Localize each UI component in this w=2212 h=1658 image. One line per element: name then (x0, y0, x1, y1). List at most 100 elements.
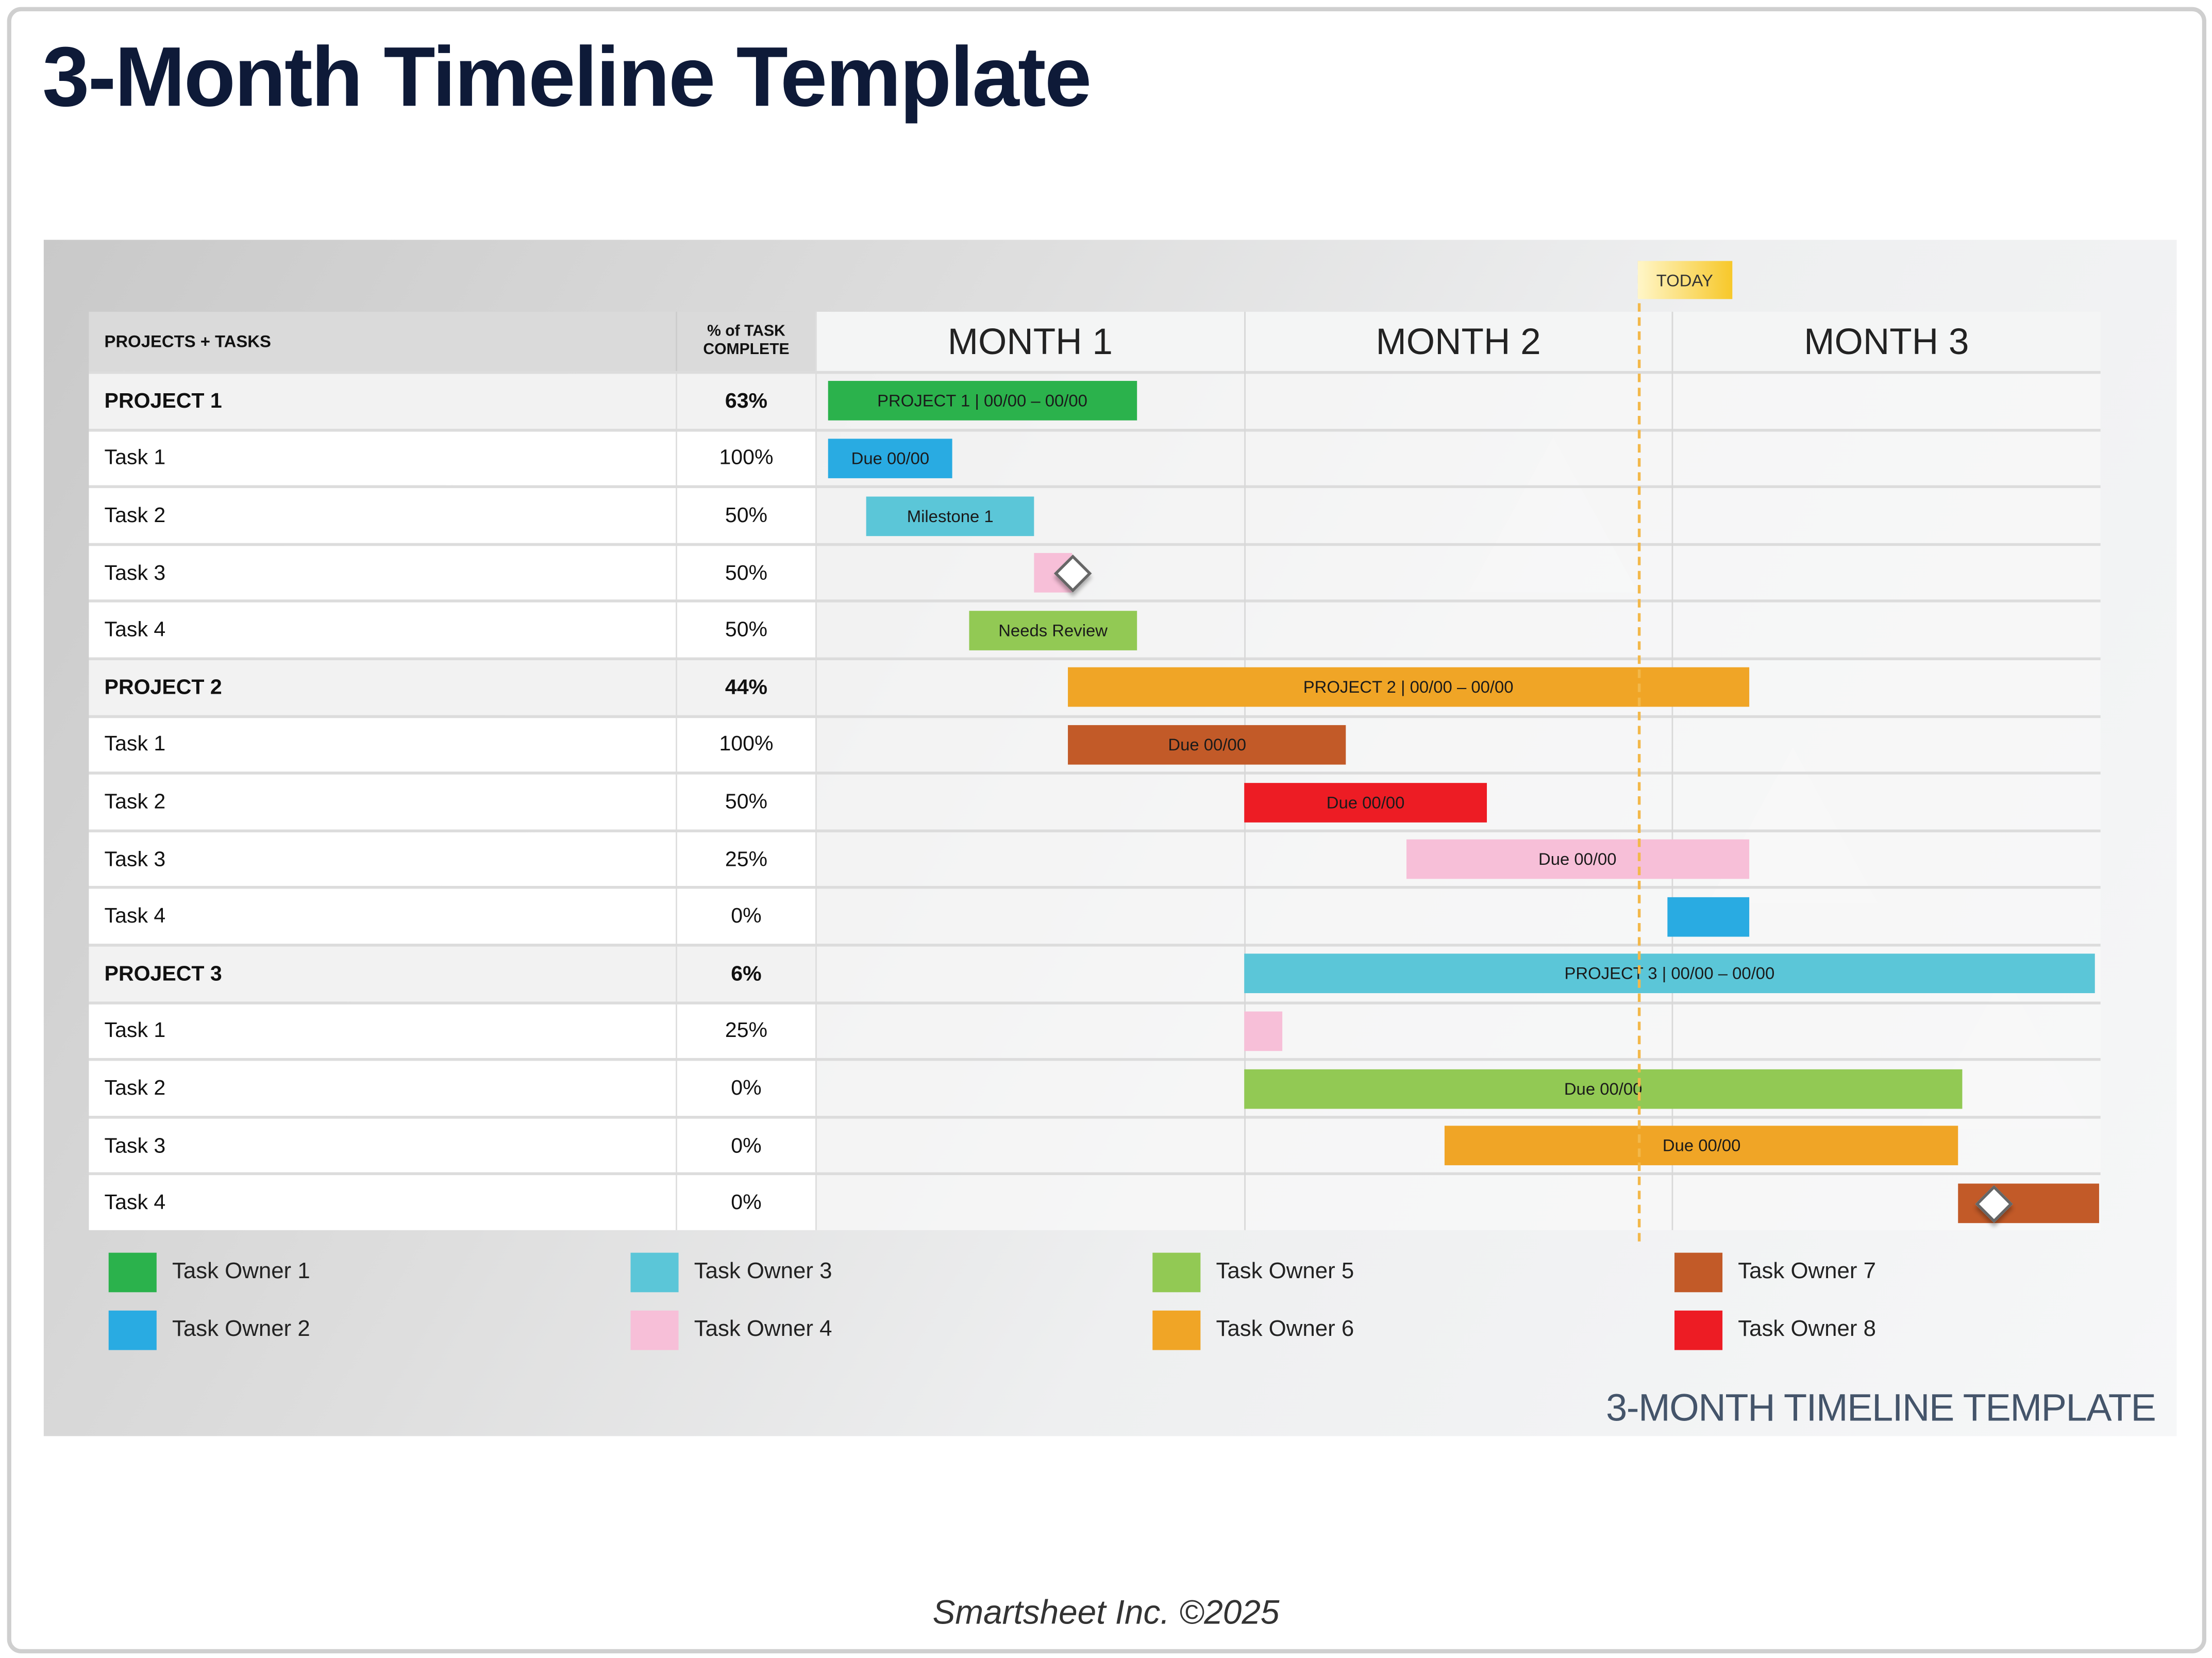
task-row: Task 1 25% (89, 1001, 2101, 1059)
legend-item: Task Owner 1 (108, 1252, 310, 1293)
gantt-bar-label: Milestone 1 (907, 506, 994, 526)
row-name: Task 2 (89, 488, 676, 543)
header-month-3: MONTH 3 (1671, 311, 2100, 371)
row-pct-complete: 25% (676, 832, 816, 887)
row-timeline (815, 431, 2101, 486)
footer-title: 3-MONTH TIMELINE TEMPLATE (1606, 1386, 2156, 1429)
task-row: Task 2 50% (89, 485, 2101, 543)
row-pct-complete: 0% (676, 1176, 816, 1230)
gantt-bar[interactable]: Due 00/00 (1406, 839, 1749, 879)
row-pct-complete: 50% (676, 488, 816, 543)
row-pct-complete: 25% (676, 1003, 816, 1059)
legend-swatch (1152, 1310, 1201, 1350)
row-name: Task 2 (89, 775, 676, 829)
legend-item: Task Owner 3 (630, 1252, 832, 1293)
row-name: Task 4 (89, 889, 676, 944)
row-name: Task 1 (89, 717, 676, 772)
gantt-bar-label: Due 00/00 (1564, 1078, 1643, 1098)
row-pct-complete: 0% (676, 1118, 816, 1173)
legend-swatch (108, 1310, 157, 1350)
gantt-bar-label: Due 00/00 (1326, 792, 1405, 812)
today-marker-line (1637, 261, 1640, 1242)
gantt-bar-label: Needs Review (998, 620, 1108, 640)
task-row: Task 4 0% (89, 1173, 2101, 1230)
header-month-2: MONTH 2 (1243, 311, 1672, 371)
row-name: PROJECT 3 (89, 946, 676, 1001)
task-row: Task 3 50% (89, 543, 2101, 600)
task-row: Task 1 100% (89, 714, 2101, 772)
gantt-bar[interactable] (1243, 1011, 1282, 1051)
gantt-bar[interactable]: PROJECT 3 | 00/00 – 00/00 (1243, 954, 2096, 994)
legend-label: Task Owner 4 (694, 1317, 832, 1342)
legend-item: Task Owner 5 (1152, 1252, 1354, 1293)
legend-label: Task Owner 3 (694, 1260, 832, 1284)
legend-swatch (1674, 1252, 1723, 1293)
gantt-bar[interactable]: Due 00/00 (1445, 1126, 1959, 1166)
legend-swatch (1674, 1310, 1723, 1350)
row-timeline (815, 1176, 2101, 1230)
legend-label: Task Owner 6 (1216, 1317, 1354, 1342)
row-pct-complete: 6% (676, 946, 816, 1001)
today-label: TODAY (1637, 261, 1732, 299)
legend-swatch (630, 1252, 679, 1293)
gantt-bar-label: PROJECT 3 | 00/00 – 00/00 (1564, 964, 1775, 984)
row-pct-complete: 63% (676, 374, 816, 428)
gantt-bar-label: PROJECT 1 | 00/00 – 00/00 (877, 391, 1087, 411)
header-pct-complete: % of TASK COMPLETE (676, 311, 816, 371)
gantt-bar[interactable]: Milestone 1 (866, 496, 1034, 535)
row-timeline (815, 889, 2101, 944)
row-timeline (815, 1003, 2101, 1059)
gantt-bar[interactable]: Due 00/00 (1243, 1068, 1963, 1109)
legend-label: Task Owner 8 (1738, 1317, 1876, 1342)
row-pct-complete: 0% (676, 889, 816, 944)
legend-label: Task Owner 2 (172, 1317, 310, 1342)
legend-item: Task Owner 4 (630, 1310, 832, 1350)
row-name: PROJECT 2 (89, 660, 676, 715)
legend-swatch (630, 1310, 679, 1350)
credit-text: Smartsheet Inc. ©2025 (932, 1594, 1280, 1632)
row-pct-complete: 50% (676, 545, 816, 600)
header-projects-tasks: PROJECTS + TASKS (89, 311, 676, 371)
task-row: Task 2 50% (89, 772, 2101, 829)
row-name: Task 3 (89, 1118, 676, 1173)
gantt-bar-label: Due 00/00 (1538, 849, 1617, 869)
gantt-bar[interactable]: PROJECT 2 | 00/00 – 00/00 (1068, 667, 1749, 708)
gantt-bar[interactable]: PROJECT 1 | 00/00 – 00/00 (828, 381, 1137, 421)
row-name: Task 4 (89, 1176, 676, 1230)
row-name: Task 4 (89, 602, 676, 658)
row-pct-complete: 100% (676, 717, 816, 772)
legend-item: Task Owner 6 (1152, 1310, 1354, 1350)
row-pct-complete: 44% (676, 660, 816, 715)
gantt-bar-label: Due 00/00 (851, 448, 930, 468)
gantt-bar-label: Due 00/00 (1168, 734, 1247, 755)
row-name: Task 3 (89, 545, 676, 600)
gantt-bar-label: Due 00/00 (1662, 1135, 1741, 1156)
legend-swatch (108, 1252, 157, 1293)
legend-label: Task Owner 1 (172, 1260, 310, 1284)
row-name: Task 2 (89, 1061, 676, 1116)
row-pct-complete: 50% (676, 775, 816, 829)
legend-label: Task Owner 5 (1216, 1260, 1354, 1284)
legend-item: Task Owner 8 (1674, 1310, 1876, 1350)
gantt-bar[interactable]: Due 00/00 (1243, 782, 1488, 822)
legend-item: Task Owner 7 (1674, 1252, 1876, 1293)
task-row: Task 3 25% (89, 829, 2101, 887)
gantt-bar[interactable]: Due 00/00 (1068, 725, 1347, 765)
row-timeline (815, 545, 2101, 600)
gantt-bar[interactable]: Needs Review (969, 610, 1137, 650)
row-timeline (815, 717, 2101, 772)
legend-swatch (1152, 1252, 1201, 1293)
gantt-bar[interactable]: Due 00/00 (828, 438, 952, 478)
row-name: Task 3 (89, 832, 676, 887)
legend-item: Task Owner 2 (108, 1310, 310, 1350)
row-pct-complete: 100% (676, 431, 816, 486)
row-name: Task 1 (89, 1003, 676, 1059)
row-pct-complete: 50% (676, 602, 816, 658)
gantt-bar-label: PROJECT 2 | 00/00 – 00/00 (1303, 677, 1514, 697)
legend-label: Task Owner 7 (1738, 1260, 1876, 1284)
month-divider (1243, 311, 1245, 1230)
gantt-bar[interactable] (1667, 897, 1749, 936)
header-month-1: MONTH 1 (815, 311, 1244, 371)
month-divider (1671, 311, 1673, 1230)
page-title: 3-Month Timeline Template (42, 29, 1092, 124)
